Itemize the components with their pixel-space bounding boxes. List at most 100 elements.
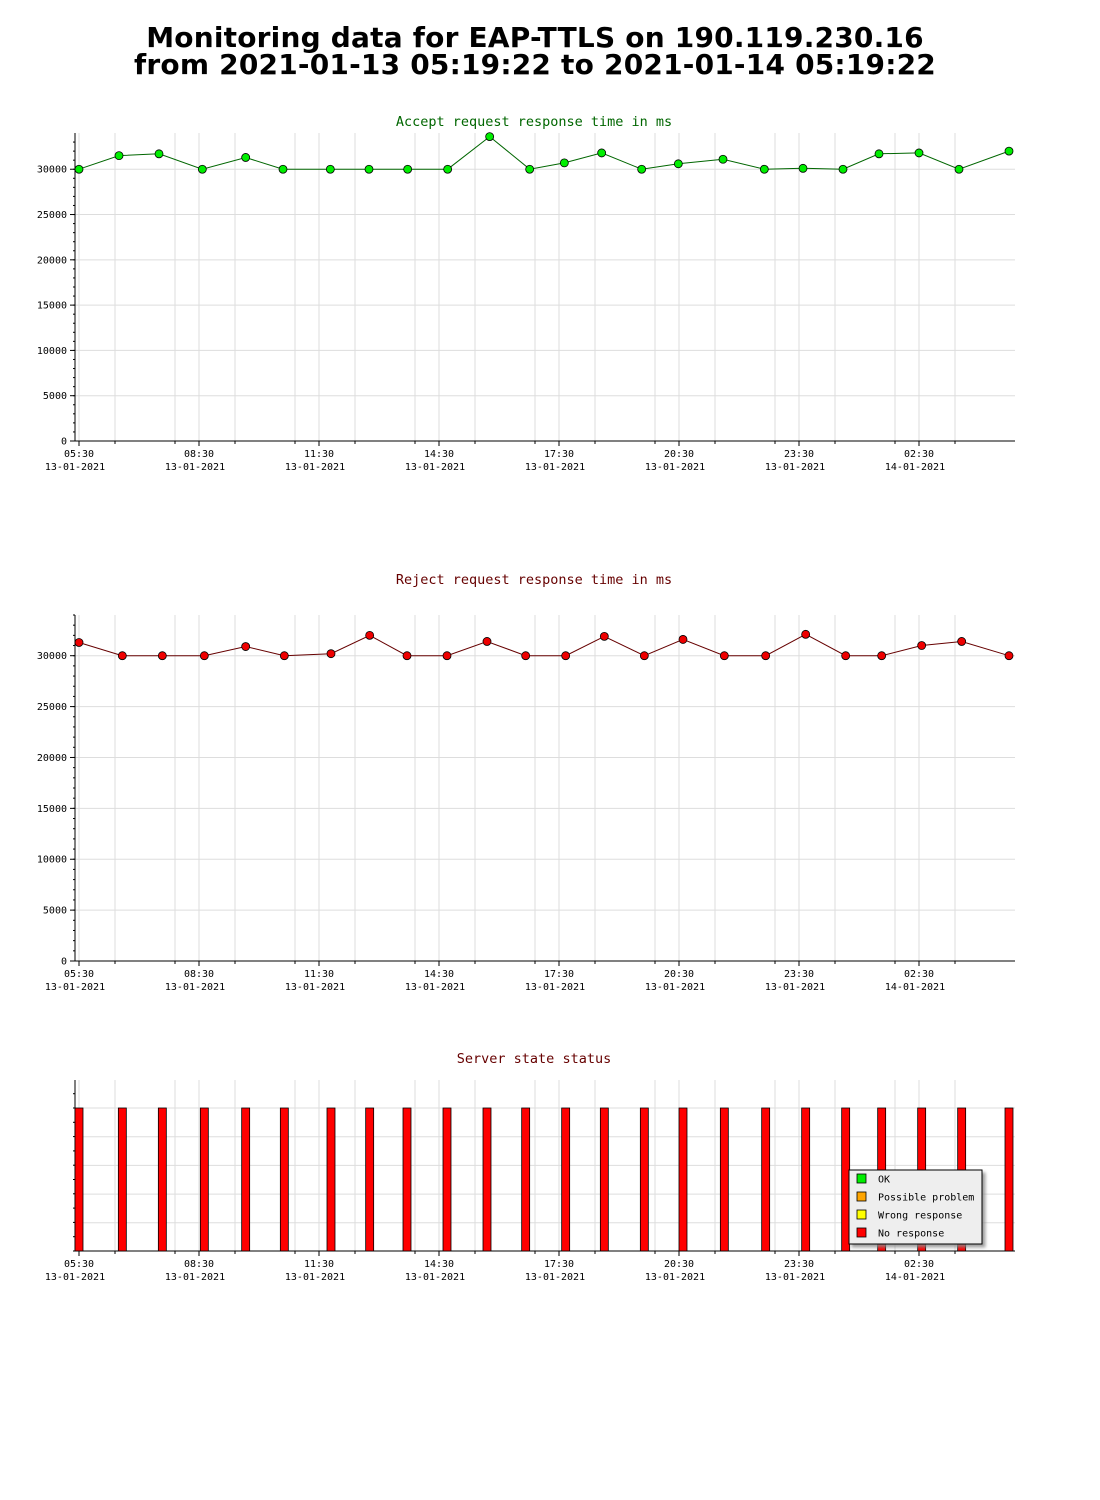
chart-1-data-point — [874, 149, 884, 159]
chart-1-data-point — [278, 164, 288, 174]
chart-2-data-point — [841, 651, 851, 661]
chart-2-data-point — [1004, 651, 1014, 661]
y-tick-label: 5000 — [43, 391, 67, 402]
y-tick-label: 20000 — [37, 255, 67, 266]
status-bar — [74, 1107, 84, 1252]
chart-2-data-point — [117, 651, 127, 661]
chart-2-data-point — [442, 651, 452, 661]
y-tick-label: 25000 — [37, 702, 67, 713]
x-tick-label-date: 14-01-2021 — [885, 462, 945, 473]
x-tick-label-time: 23:30 — [784, 1259, 814, 1270]
y-tick-label: 15000 — [37, 301, 67, 312]
x-tick-label-time: 23:30 — [784, 449, 814, 460]
chart-1-data-point — [914, 148, 924, 158]
status-bar — [678, 1107, 688, 1252]
x-tick-label-date: 13-01-2021 — [765, 1272, 825, 1283]
chart-2-data-point — [761, 651, 771, 661]
y-tick-label: 10000 — [37, 855, 67, 866]
x-tick-label-date: 13-01-2021 — [45, 1272, 105, 1283]
status-bar — [521, 1107, 531, 1252]
x-tick-label-time: 11:30 — [304, 449, 334, 460]
status-bar — [365, 1107, 375, 1252]
chart-2-data-point — [678, 635, 688, 644]
chart-1-data-point — [838, 164, 848, 174]
y-tick-label: 0 — [61, 437, 67, 448]
x-tick-label-date: 13-01-2021 — [645, 1272, 705, 1283]
status-bar — [841, 1107, 851, 1252]
status-bar — [599, 1107, 609, 1252]
chart-2-data-point — [521, 651, 531, 661]
legend-swatch — [856, 1173, 867, 1184]
x-tick-label-time: 02:30 — [904, 1259, 934, 1270]
chart-3-title: Server state status — [457, 1051, 611, 1067]
chart-2-data-point — [157, 651, 167, 661]
status-bar — [639, 1107, 649, 1252]
x-tick-label-time: 20:30 — [664, 969, 694, 980]
chart-2-data-point — [326, 649, 336, 659]
chart-2-data-point — [279, 651, 289, 661]
x-tick-label-date: 13-01-2021 — [645, 982, 705, 993]
y-tick-label: 0 — [61, 957, 67, 968]
chart-2-data-point — [561, 651, 571, 661]
chart-1-data-point — [637, 164, 647, 174]
chart-2-data-point — [482, 637, 492, 646]
legend-box — [848, 1169, 983, 1245]
page-title-line-2: from 2021-01-13 05:19:22 to 2021-01-14 0… — [134, 48, 936, 81]
x-tick-label-time: 14:30 — [424, 1259, 454, 1270]
x-tick-label-time: 08:30 — [184, 449, 214, 460]
chart-1-data-point — [74, 164, 84, 174]
y-tick-label: 10000 — [37, 346, 67, 357]
chart-2-data-point — [639, 651, 649, 661]
chart-2-title: Reject request response time in ms — [396, 572, 672, 588]
page-title: Monitoring data for EAP-TTLS on 190.119.… — [0, 24, 1070, 81]
chart-1-data-point — [559, 158, 569, 168]
x-tick-label-time: 14:30 — [424, 969, 454, 980]
legend-label: Possible problem — [878, 1193, 974, 1204]
legend-label: OK — [878, 1175, 890, 1186]
status-bar — [326, 1107, 336, 1252]
x-tick-label-date: 13-01-2021 — [765, 982, 825, 993]
chart-1-data-point — [197, 164, 207, 174]
x-tick-label-date: 13-01-2021 — [165, 1272, 225, 1283]
x-tick-label-date: 13-01-2021 — [165, 462, 225, 473]
chart-2-data-point — [74, 638, 84, 647]
y-tick-label: 25000 — [37, 210, 67, 221]
x-tick-label-time: 05:30 — [64, 449, 94, 460]
chart-2-data-point — [365, 630, 375, 640]
status-bar — [761, 1107, 771, 1252]
x-tick-label-date: 13-01-2021 — [165, 982, 225, 993]
status-bar — [801, 1107, 811, 1252]
x-tick-label-time: 08:30 — [184, 1259, 214, 1270]
x-tick-label-time: 17:30 — [544, 969, 574, 980]
status-bar — [241, 1107, 251, 1252]
chart-1-data-point — [759, 164, 769, 174]
chart-1-data-point — [798, 163, 808, 173]
x-tick-label-time: 11:30 — [304, 969, 334, 980]
x-tick-label-date: 13-01-2021 — [765, 462, 825, 473]
x-tick-label-time: 20:30 — [664, 1259, 694, 1270]
x-tick-label-date: 13-01-2021 — [525, 462, 585, 473]
x-tick-label-date: 13-01-2021 — [405, 982, 465, 993]
chart-2-data-point — [957, 637, 967, 646]
chart-1-axes: 05:30 13-01-2021 08:30 13-01-2021 11:30 13-01… — [37, 133, 1015, 473]
chart-2-data-point — [241, 642, 251, 651]
status-bar — [402, 1107, 412, 1252]
x-tick-label-time: 08:30 — [184, 969, 214, 980]
chart-1-data-point — [114, 151, 124, 161]
status-bar — [157, 1107, 167, 1252]
chart-1-data-point — [154, 149, 164, 159]
status-bar — [279, 1107, 289, 1252]
x-tick-label-date: 13-01-2021 — [45, 982, 105, 993]
x-tick-label-time: 17:30 — [544, 1259, 574, 1270]
chart-2-data-point — [599, 631, 609, 641]
y-tick-label: 30000 — [37, 165, 67, 176]
status-bar — [199, 1107, 209, 1252]
x-tick-label-date: 13-01-2021 — [645, 462, 705, 473]
legend-swatch — [856, 1191, 867, 1202]
status-bar — [561, 1107, 571, 1252]
x-tick-label-date: 13-01-2021 — [285, 1272, 345, 1283]
y-tick-label: 20000 — [37, 753, 67, 764]
chart-1-data-point — [597, 148, 607, 158]
chart-1-data-point — [1004, 146, 1014, 156]
